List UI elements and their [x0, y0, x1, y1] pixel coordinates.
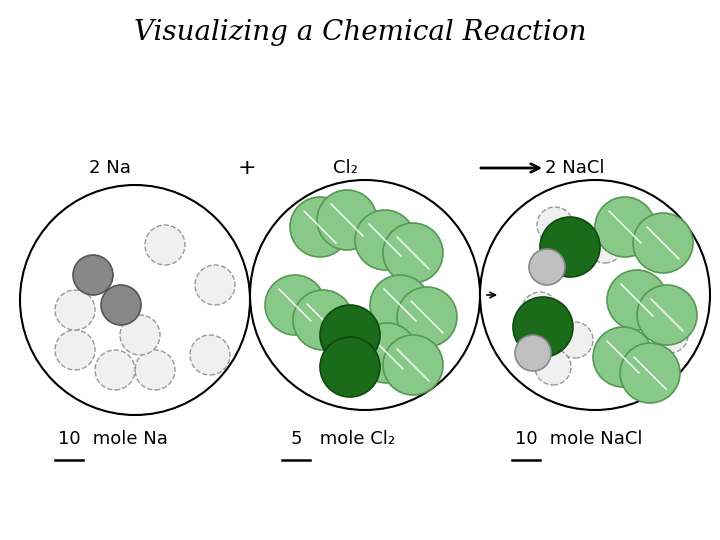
Circle shape — [55, 290, 95, 330]
Circle shape — [513, 297, 573, 357]
Circle shape — [620, 343, 680, 403]
Circle shape — [537, 207, 573, 243]
Circle shape — [195, 265, 235, 305]
Text: +: + — [238, 158, 256, 178]
Circle shape — [535, 349, 571, 385]
Circle shape — [383, 223, 443, 283]
Circle shape — [595, 197, 655, 257]
Circle shape — [652, 317, 688, 353]
Text: Cl₂: Cl₂ — [333, 159, 357, 177]
Circle shape — [540, 217, 600, 277]
Circle shape — [55, 330, 95, 370]
Circle shape — [135, 350, 175, 390]
Circle shape — [101, 285, 141, 325]
Circle shape — [557, 322, 593, 358]
Text: 10: 10 — [515, 430, 537, 448]
Circle shape — [529, 249, 565, 285]
Text: 5: 5 — [290, 430, 302, 448]
Circle shape — [265, 275, 325, 335]
Circle shape — [370, 275, 430, 335]
Circle shape — [357, 323, 417, 383]
Text: mole Cl₂: mole Cl₂ — [314, 430, 395, 448]
Text: mole NaCl: mole NaCl — [544, 430, 642, 448]
Text: 2 NaCl: 2 NaCl — [545, 159, 605, 177]
Text: Visualizing a Chemical Reaction: Visualizing a Chemical Reaction — [134, 18, 586, 45]
Circle shape — [73, 255, 113, 295]
Circle shape — [593, 327, 653, 387]
Circle shape — [190, 335, 230, 375]
Circle shape — [95, 350, 135, 390]
Text: 2 Na: 2 Na — [89, 159, 131, 177]
Circle shape — [355, 210, 415, 270]
Circle shape — [383, 335, 443, 395]
Circle shape — [320, 305, 380, 365]
Circle shape — [637, 285, 697, 345]
Circle shape — [397, 287, 457, 347]
Text: mole Na: mole Na — [87, 430, 168, 448]
Circle shape — [515, 335, 551, 371]
Circle shape — [145, 225, 185, 265]
Circle shape — [587, 227, 623, 263]
Circle shape — [320, 337, 380, 397]
Circle shape — [633, 213, 693, 273]
Circle shape — [317, 190, 377, 250]
Circle shape — [522, 292, 558, 328]
Text: 10: 10 — [58, 430, 81, 448]
Circle shape — [607, 270, 667, 330]
Circle shape — [120, 315, 160, 355]
Circle shape — [293, 290, 353, 350]
Circle shape — [290, 197, 350, 257]
